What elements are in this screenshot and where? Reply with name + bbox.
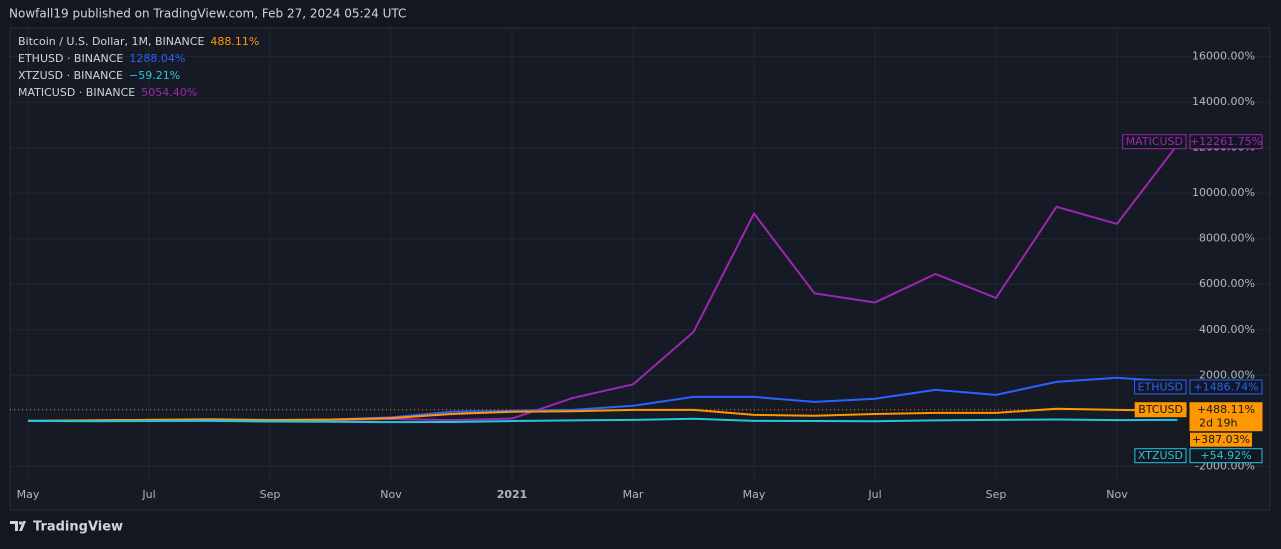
footer-brand: TradingView [33,520,123,535]
y-tick-label: 14000.00% [1192,95,1255,108]
legend-label: MATICUSD · BINANCE [18,86,135,99]
x-tick-label: May [743,488,766,501]
x-tick-label: Sep [260,488,281,501]
x-tick-label: Jul [867,488,881,501]
tag-value: +488.11% [1197,403,1255,416]
y-tick-label: 2000.00% [1199,368,1255,381]
tag-name-box [1134,448,1187,464]
logo [10,521,26,531]
plot-area [9,27,1271,511]
x-tick-label: 2021 [497,488,528,501]
tag-name: BTCUSD [1138,403,1183,416]
tag-value: +387.03% [1192,433,1250,446]
x-tick-label: Nov [1106,488,1128,501]
legend-label: XTZUSD · BINANCE [18,69,123,82]
tag-value: +12261.75% [1190,135,1262,148]
tag-countdown: 2d 19h [1199,417,1237,430]
tag-box [1189,379,1263,395]
legend-value: 5054.40% [141,86,197,99]
tag-name-box [1134,402,1187,418]
x-tick-label: Sep [986,488,1007,501]
legend-value: −59.21% [129,69,180,82]
y-tick-label: 4000.00% [1199,323,1255,336]
y-tick-label: 10000.00% [1192,186,1255,199]
tag-name-box [1122,134,1187,150]
legend-label: ETHUSD · BINANCE [18,52,123,65]
tag-value: +1486.74% [1193,380,1258,393]
series-line [27,407,1178,422]
x-tick-label: Jul [141,488,155,501]
tag-box [1189,402,1263,432]
y-tick-label: 8000.00% [1199,232,1255,245]
tag-box [1190,432,1252,447]
tag-name: ETHUSD [1138,380,1183,393]
tag-box [1189,134,1263,150]
legend-value: 488.11% [210,35,259,48]
legend-label: Bitcoin / U.S. Dollar, 1M, BINANCE [18,35,204,48]
x-tick-label: May [17,488,40,501]
x-tick-label: Nov [380,488,402,501]
tag-name: XTZUSD [1138,449,1183,462]
x-tick-label: Mar [623,488,644,501]
tag-name-box [1134,379,1187,395]
legend-value: 1288.04% [129,52,185,65]
tag-name: MATICUSD [1126,135,1183,148]
series-line [27,417,1178,424]
tag-value: +54.92% [1200,449,1251,462]
tag-box [1189,448,1263,464]
y-tick-label: 6000.00% [1199,277,1255,290]
header: Nowfall19 published on TradingView.com, … [9,7,406,21]
y-tick-label: 16000.00% [1192,50,1255,63]
